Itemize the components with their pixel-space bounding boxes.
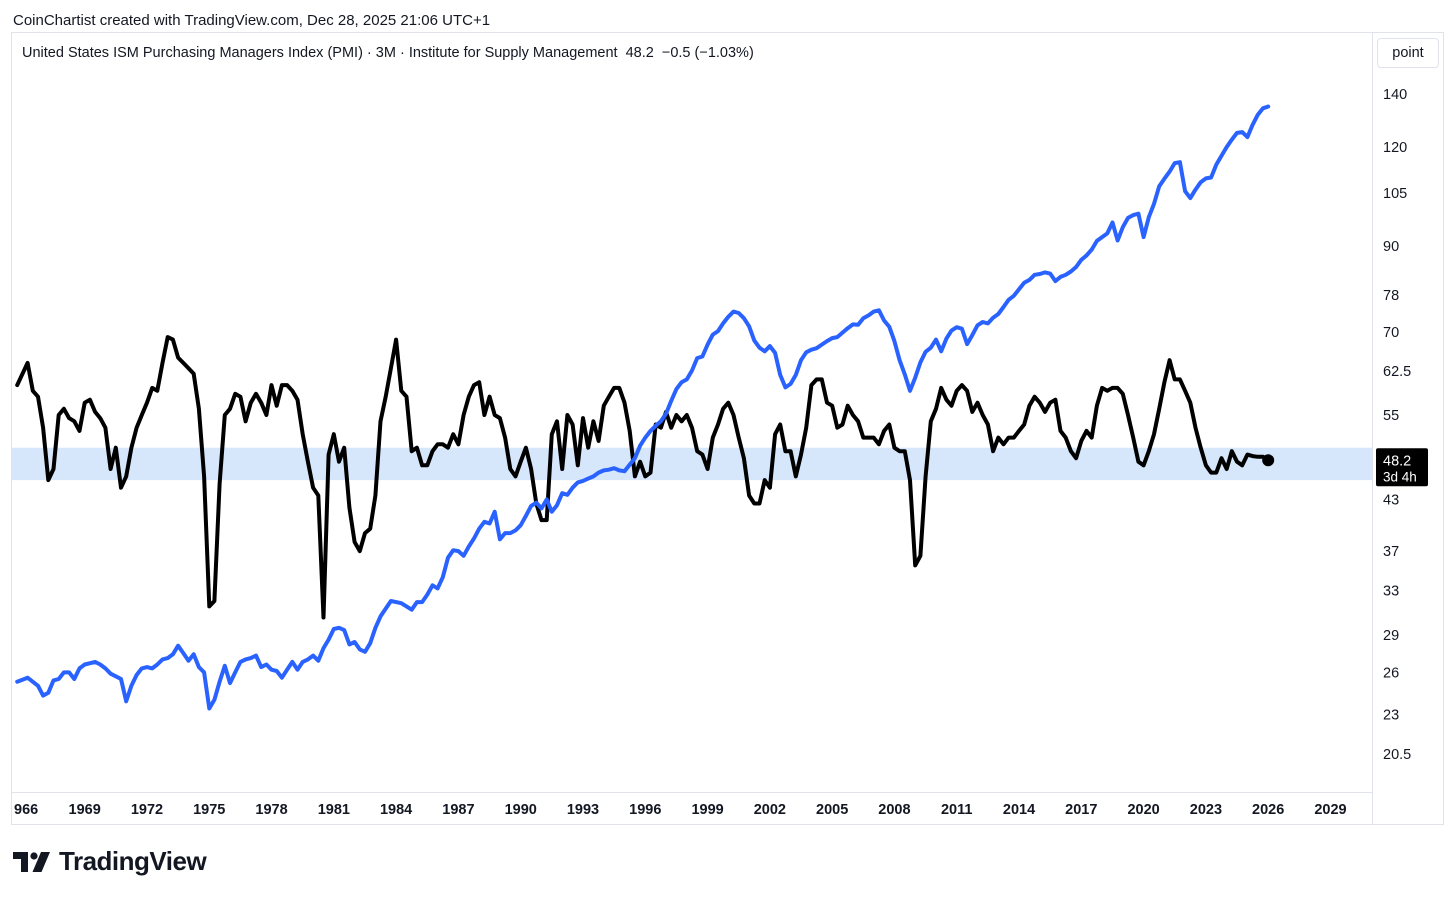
highlight-band (12, 447, 1372, 481)
time-tick-label: 1969 (69, 802, 101, 818)
price-tick-label: 120 (1383, 140, 1407, 156)
last-price-value: 48.2 (1383, 453, 1411, 469)
time-tick-label: 1990 (505, 802, 537, 818)
price-tick-label: 78 (1383, 288, 1399, 304)
price-tick-label: 37 (1383, 544, 1399, 560)
time-tick-label: 2029 (1314, 802, 1346, 818)
price-tick-label: 43 (1383, 493, 1399, 509)
price-scale-unit-button[interactable]: point (1377, 38, 1439, 68)
tradingview-logo[interactable]: TradingView (13, 846, 207, 877)
time-tick-label: 1984 (380, 802, 412, 818)
legend-change: −0.5 (−1.03%) (661, 45, 754, 61)
time-tick-label: 1975 (193, 802, 225, 818)
time-tick-label: 1999 (691, 802, 723, 818)
time-tick-label: 2008 (878, 802, 910, 818)
time-tick-label: 2014 (1003, 802, 1035, 818)
price-tick-label: 140 (1383, 87, 1407, 103)
brand-name: TradingView (59, 846, 207, 876)
price-tick-label: 20.5 (1383, 747, 1411, 763)
time-tick-label: 2023 (1190, 802, 1222, 818)
time-tick-label: 1996 (629, 802, 661, 818)
chart-credit: CoinChartist created with TradingView.co… (13, 12, 491, 29)
time-scale-separator (12, 792, 1372, 793)
price-tick-label: 29 (1383, 628, 1399, 644)
time-tick-label: 1993 (567, 802, 599, 818)
time-tick-label: 1972 (131, 802, 163, 818)
series-line-1 (15, 335, 1271, 620)
time-tick-label: 1981 (318, 802, 350, 818)
time-tick-label: 2020 (1127, 802, 1159, 818)
last-price-tag (1376, 448, 1428, 487)
tradingview-logo-icon (13, 851, 50, 872)
price-tick-label: 26 (1383, 665, 1399, 681)
time-tick-label: 2011 (941, 802, 972, 818)
price-tick-label: 33 (1383, 583, 1399, 599)
time-tick-label: 1987 (442, 802, 474, 818)
legend-value: 48.2 (625, 45, 654, 61)
time-tick-label: 1978 (255, 802, 287, 818)
chart-frame (11, 32, 1444, 825)
series-line-2 (15, 104, 1271, 711)
last-price-countdown: 3d 4h (1383, 469, 1417, 484)
price-tick-label: 90 (1383, 239, 1399, 255)
price-scale-separator (1372, 33, 1373, 824)
series-legend[interactable]: United States ISM Purchasing Managers In… (22, 45, 758, 61)
price-tick-label: 62.5 (1383, 364, 1411, 380)
time-tick-label: 2005 (816, 802, 848, 818)
price-tick-label: 55 (1383, 408, 1399, 424)
time-tick-label: 2026 (1252, 802, 1284, 818)
price-tick-label: 105 (1383, 186, 1407, 202)
time-tick-label: 966 (14, 802, 38, 818)
price-tick-label: 23 (1383, 707, 1399, 723)
time-tick-label: 2002 (754, 802, 786, 818)
time-tick-label: 2017 (1065, 802, 1097, 818)
last-value-dot (1262, 454, 1275, 467)
legend-title: United States ISM Purchasing Managers In… (22, 45, 618, 61)
price-tick-label: 70 (1383, 325, 1399, 341)
